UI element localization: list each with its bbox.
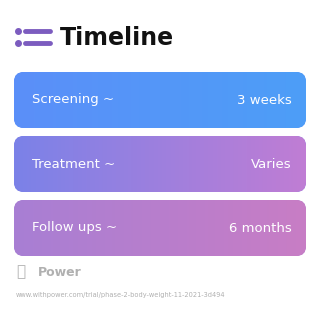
FancyBboxPatch shape <box>14 136 306 192</box>
Text: Power: Power <box>38 266 82 279</box>
Text: Follow ups ~: Follow ups ~ <box>32 221 117 234</box>
Text: Timeline: Timeline <box>60 26 174 50</box>
FancyBboxPatch shape <box>14 200 306 256</box>
Text: Varies: Varies <box>252 158 292 170</box>
Text: Screening ~: Screening ~ <box>32 94 114 107</box>
Text: ␧: ␧ <box>16 265 25 280</box>
FancyBboxPatch shape <box>14 72 306 128</box>
Text: Treatment ~: Treatment ~ <box>32 158 115 170</box>
Text: www.withpower.com/trial/phase-2-body-weight-11-2021-3d494: www.withpower.com/trial/phase-2-body-wei… <box>16 292 226 298</box>
Text: 3 weeks: 3 weeks <box>237 94 292 107</box>
Text: 6 months: 6 months <box>229 221 292 234</box>
